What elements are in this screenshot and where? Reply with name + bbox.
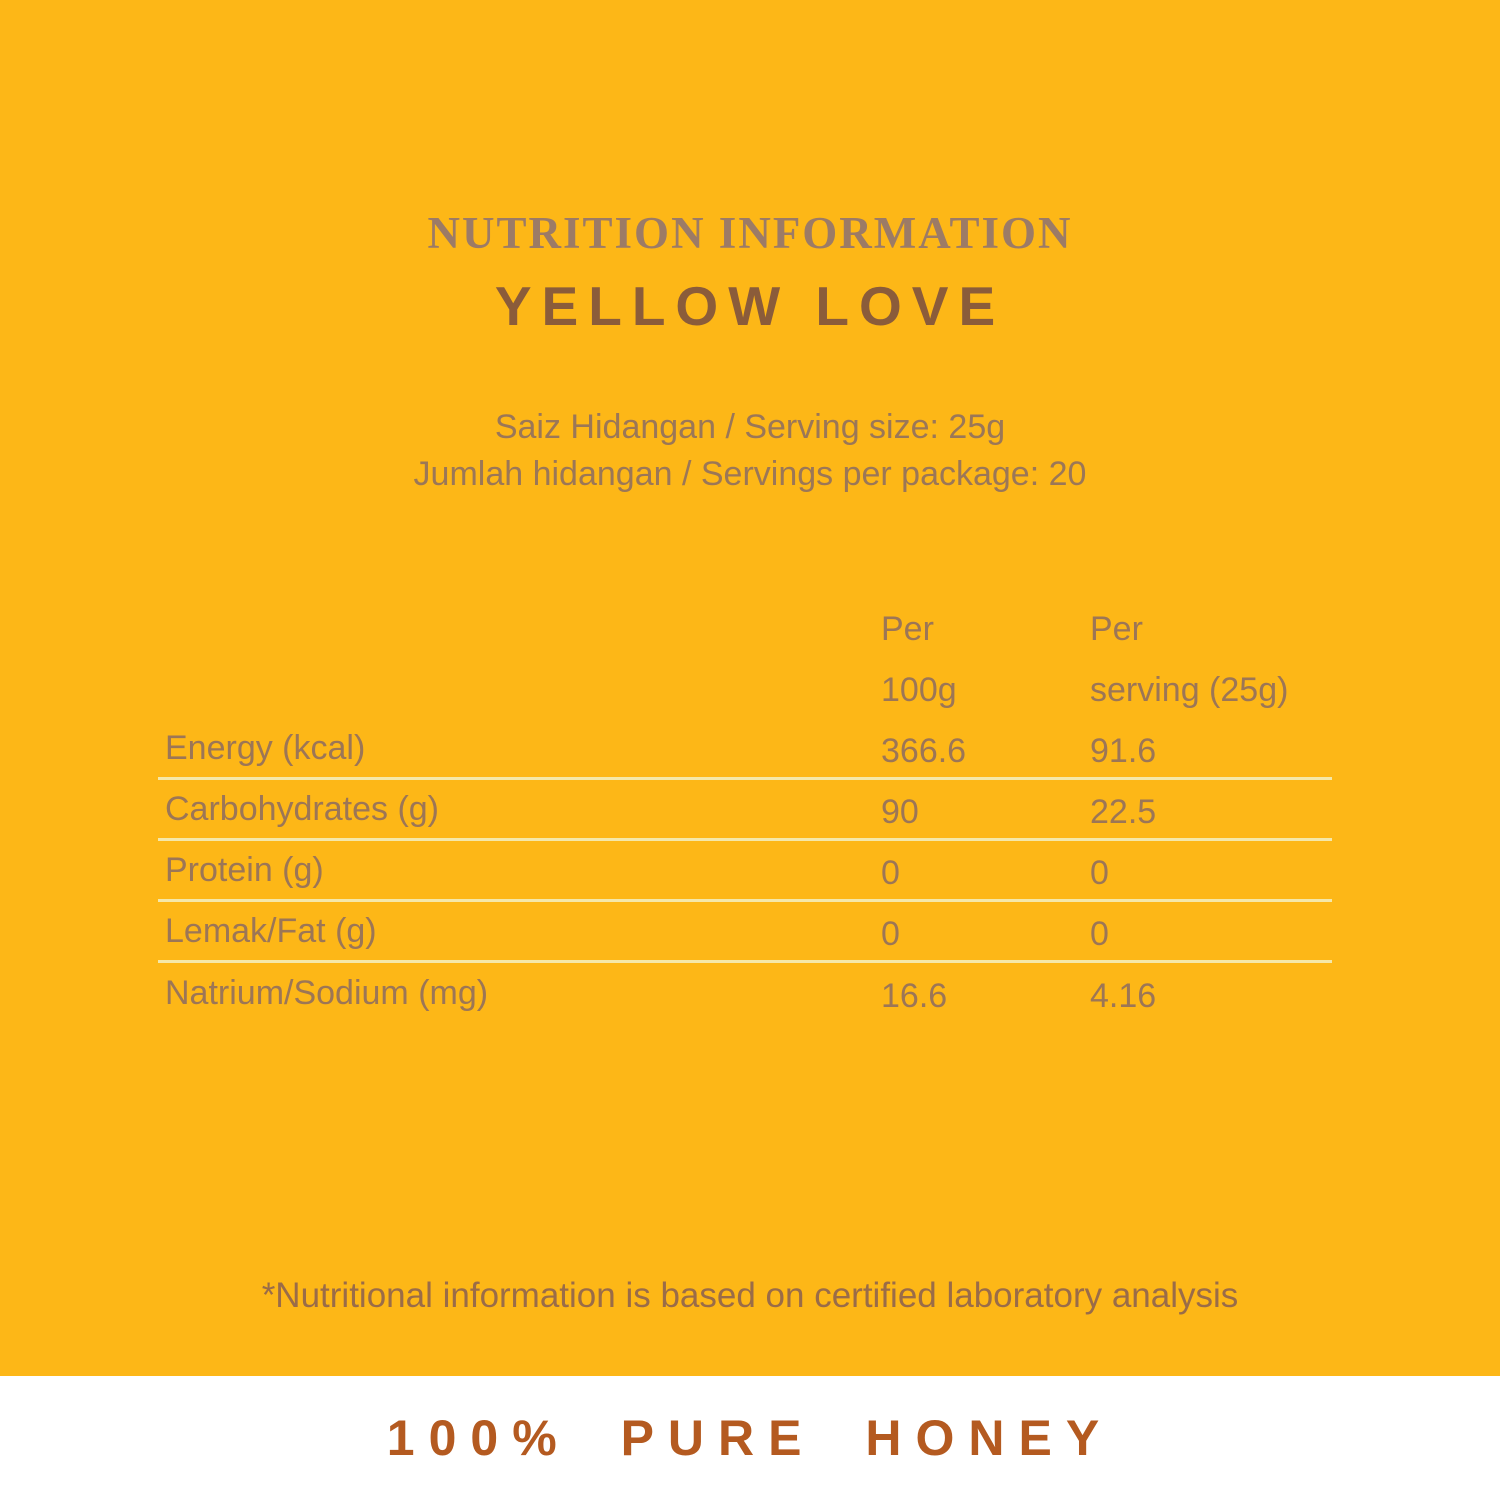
row-label: Natrium/Sodium (mg) — [165, 974, 489, 1012]
row-value-per-100g: 0 — [881, 853, 900, 892]
row-value-per-serving: 0 — [1090, 914, 1109, 953]
serving-info: Saiz Hidangan / Serving size: 25g Jumlah… — [0, 404, 1500, 498]
row-value-per-100g: 0 — [881, 914, 900, 953]
lab-analysis-footnote: *Nutritional information is based on cer… — [261, 1276, 1239, 1315]
row-value-per-serving: 0 — [1090, 853, 1109, 892]
row-value-per-serving: 22.5 — [1090, 792, 1157, 831]
column-header-text: Per — [1090, 610, 1143, 648]
nutrition-table: Energy (kcal) 366.6 91.6 Carbohydrates (… — [158, 719, 1332, 1024]
table-row: Energy (kcal) 366.6 91.6 — [158, 719, 1332, 780]
column-header-per-serving: Per serving (25g) — [1090, 599, 1288, 721]
row-label: Carbohydrates (g) — [165, 789, 440, 828]
row-label: Protein (g) — [165, 850, 324, 889]
column-header-per-100g: Per 100g — [881, 599, 957, 721]
row-label: Energy (kcal) — [165, 728, 366, 767]
row-value-per-serving: 91.6 — [1090, 731, 1157, 770]
serving-size-line: Saiz Hidangan / Serving size: 25g — [494, 408, 1006, 446]
column-header-text: serving (25g) — [1090, 671, 1289, 709]
row-value-per-serving: 4.16 — [1090, 977, 1157, 1015]
section-eyebrow: NUTRITION INFORMATION — [427, 208, 1073, 258]
footer-strip: 100% PURE HONEY — [0, 1376, 1500, 1500]
servings-per-package-line: Jumlah hidangan / Servings per package: … — [413, 455, 1087, 493]
column-header-text: 100g — [881, 671, 957, 709]
product-title: YELLOW LOVE — [494, 275, 1006, 337]
table-row: Natrium/Sodium (mg) 16.6 4.16 — [158, 963, 1332, 1024]
table-row: Carbohydrates (g) 90 22.5 — [158, 780, 1332, 841]
row-value-per-100g: 366.6 — [881, 731, 967, 770]
row-label: Lemak/Fat (g) — [165, 911, 377, 950]
column-header-text: Per — [881, 610, 934, 648]
table-row: Lemak/Fat (g) 0 0 — [158, 902, 1332, 963]
row-value-per-100g: 90 — [881, 792, 919, 831]
table-row: Protein (g) 0 0 — [158, 841, 1332, 902]
row-value-per-100g: 16.6 — [881, 977, 948, 1015]
pure-honey-slogan: 100% PURE HONEY — [386, 1410, 1114, 1466]
